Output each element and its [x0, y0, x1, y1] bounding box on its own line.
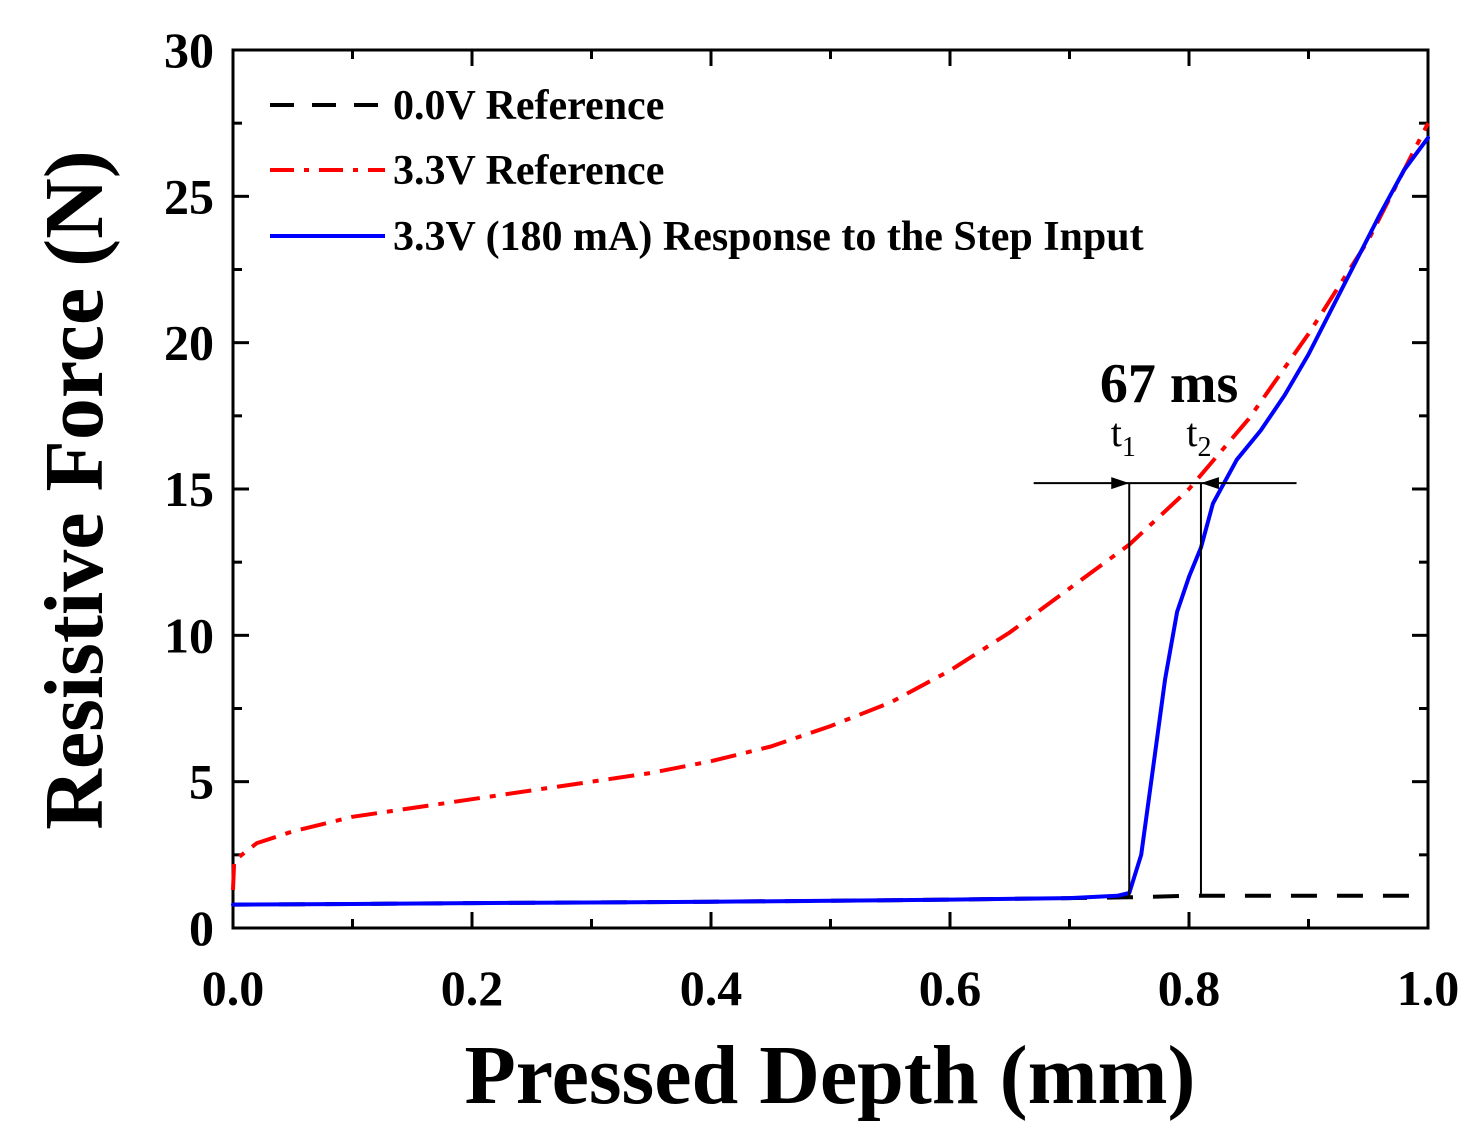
- y-axis-title: Resistive Force (N): [28, 150, 121, 830]
- y-tick-label: 5: [189, 754, 214, 810]
- y-tick-label: 0: [189, 900, 214, 956]
- legend: 0.0V Reference 3.3V Reference 3.3V (180 …: [270, 83, 1144, 260]
- t2-arrow: [1200, 477, 1219, 490]
- series-layer: [231, 122, 1430, 907]
- y-tick-label: 10: [164, 607, 214, 663]
- x-tick-label: 0.8: [1158, 960, 1221, 1016]
- y-tick-label: 20: [164, 315, 214, 371]
- legend-label-3v3: 3.3V Reference: [393, 148, 664, 194]
- x-tick-label: 0.6: [919, 960, 982, 1016]
- x-tick-label: 1.0: [1397, 960, 1460, 1016]
- y-tick-label: 15: [164, 461, 214, 517]
- x-tick-label: 0.0: [202, 960, 265, 1016]
- y-tick-label: 30: [164, 22, 214, 78]
- legend-label-0v: 0.0V Reference: [393, 83, 664, 129]
- series-3v3-reference: [231, 122, 1430, 891]
- x-tick-label: 0.2: [441, 960, 504, 1016]
- t2-label: t2: [1186, 410, 1211, 463]
- x-tick-labels: 0.0 0.2 0.4 0.6 0.8 1.0: [202, 960, 1460, 1016]
- x-axis-title: Pressed Depth (mm): [465, 1029, 1196, 1122]
- legend-label-step: 3.3V (180 mA) Response to the Step Input: [393, 214, 1144, 260]
- delay-label: 67 ms: [1100, 353, 1238, 415]
- axis-ticks: [231, 48, 1430, 930]
- y-tick-labels: 0 5 10 15 20 25 30: [164, 22, 214, 956]
- t1-label: t1: [1111, 410, 1136, 463]
- series-step-response: [231, 135, 1430, 907]
- t1-arrow: [1111, 477, 1130, 490]
- y-tick-label: 25: [164, 168, 214, 224]
- x-tick-label: 0.4: [680, 960, 743, 1016]
